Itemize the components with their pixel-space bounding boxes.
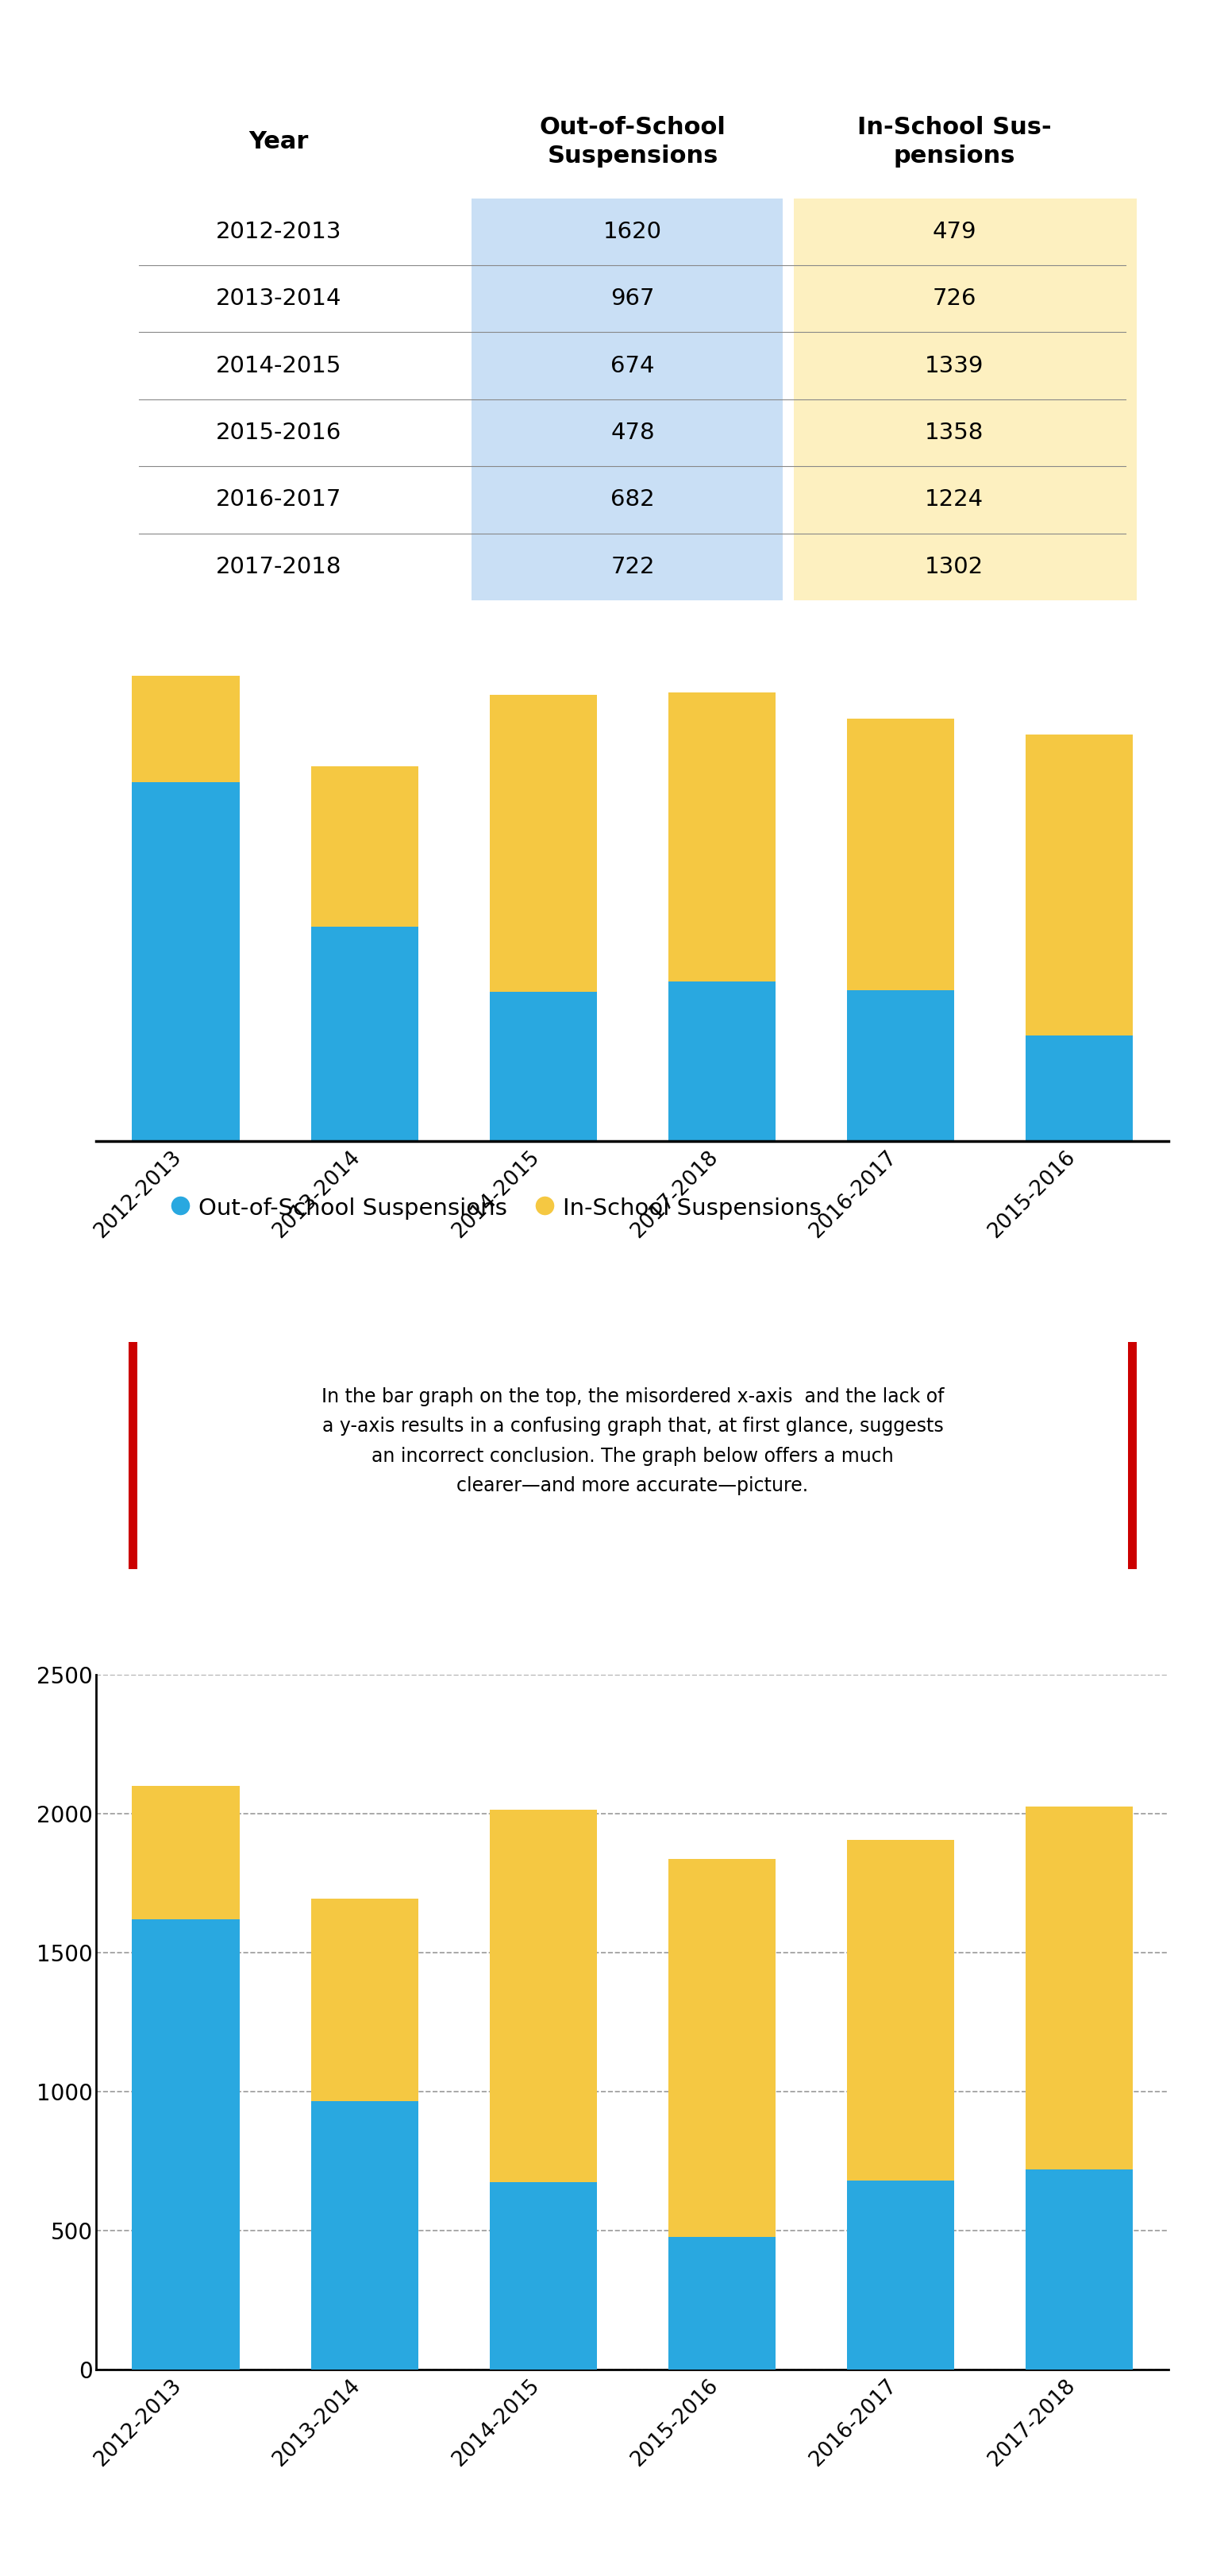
Text: 1339: 1339 <box>925 355 983 376</box>
Bar <box>311 765 418 927</box>
Bar <box>1025 1036 1133 1141</box>
Text: 1224: 1224 <box>925 489 983 510</box>
Bar <box>129 1342 137 1569</box>
Text: 1620: 1620 <box>604 222 662 242</box>
Text: In-School Sus-
pensions: In-School Sus- pensions <box>857 116 1052 167</box>
Bar <box>847 2179 954 2370</box>
Bar <box>1025 2169 1133 2370</box>
Bar <box>311 2102 418 2370</box>
Text: Figure 4: District Suspensions and Expulsions: Figure 4: District Suspensions and Expul… <box>112 33 736 57</box>
Text: In the bar graph on the top, the misordered x-axis  and the lack of
a y-axis res: In the bar graph on the top, the misorde… <box>322 1388 944 1494</box>
Bar <box>669 981 776 1141</box>
Bar <box>489 696 596 992</box>
Text: 1358: 1358 <box>925 422 983 443</box>
Bar <box>847 1839 954 2179</box>
Bar <box>669 2236 776 2370</box>
Text: 967: 967 <box>611 289 654 309</box>
Bar <box>489 2182 596 2370</box>
Bar <box>133 675 240 783</box>
Text: 2014-2015: 2014-2015 <box>216 355 341 376</box>
Text: 682: 682 <box>611 489 654 510</box>
Text: 1302: 1302 <box>925 556 983 577</box>
Bar <box>133 1785 240 1919</box>
Bar <box>1025 734 1133 1036</box>
Bar <box>489 992 596 1141</box>
Text: 479: 479 <box>933 222 976 242</box>
Text: 2012-2013: 2012-2013 <box>216 222 342 242</box>
Legend: Out-of-School Suspensions, In-School Suspensions: Out-of-School Suspensions, In-School Sus… <box>161 1188 830 1229</box>
Bar <box>669 693 776 981</box>
Bar <box>472 198 783 600</box>
Text: 722: 722 <box>611 556 654 577</box>
Bar <box>1025 1806 1133 2169</box>
Bar <box>133 1919 240 2370</box>
Bar <box>1128 1342 1136 1569</box>
Text: 478: 478 <box>611 422 654 443</box>
Text: Year: Year <box>248 131 308 152</box>
Text: 674: 674 <box>611 355 654 376</box>
Bar <box>311 927 418 1141</box>
Bar <box>133 783 240 1141</box>
Text: 2015-2016: 2015-2016 <box>216 422 341 443</box>
Bar <box>847 989 954 1141</box>
Text: 2013-2014: 2013-2014 <box>216 289 342 309</box>
Bar <box>489 1811 596 2182</box>
Bar <box>794 198 1136 600</box>
Text: 726: 726 <box>933 289 976 309</box>
Bar <box>669 1860 776 2236</box>
Text: 2016-2017: 2016-2017 <box>216 489 341 510</box>
Text: Out-of-School
Suspensions: Out-of-School Suspensions <box>540 116 725 167</box>
Bar <box>311 1899 418 2102</box>
Text: 2017-2018: 2017-2018 <box>216 556 342 577</box>
Bar <box>847 719 954 989</box>
